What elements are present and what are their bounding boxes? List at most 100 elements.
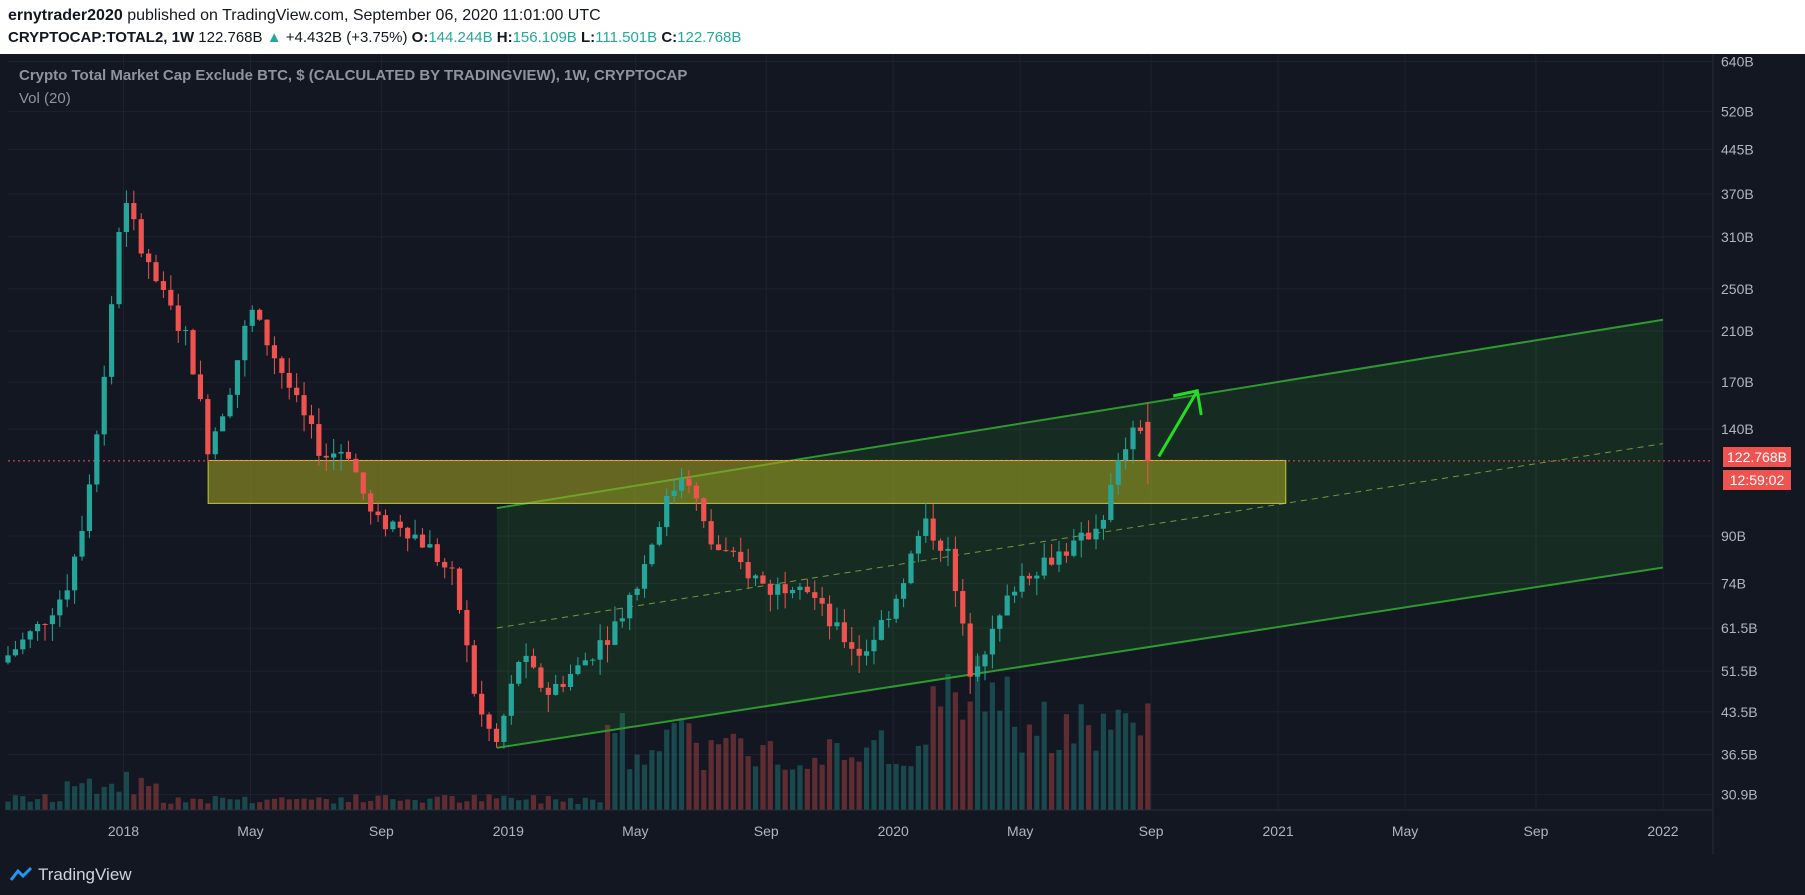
- volume-bar: [1012, 726, 1018, 810]
- volume-bar: [686, 723, 692, 810]
- volume-bar: [908, 766, 914, 810]
- candle-body: [760, 575, 766, 584]
- volume-bar: [804, 768, 810, 810]
- volume-bar: [382, 795, 389, 810]
- close-label: C:: [661, 29, 678, 46]
- time-tick-label: 2018: [108, 823, 139, 839]
- volume-bar: [412, 799, 418, 810]
- volume-bar: [471, 794, 477, 810]
- volume-bar: [516, 800, 522, 810]
- volume-bar: [812, 757, 818, 810]
- volume-bar: [930, 686, 936, 810]
- volume-bar: [271, 798, 278, 810]
- candle-body: [708, 521, 714, 545]
- price-chart[interactable]: 640B 520B 445B 370B 310B 250B 210B 170B 140B 90B 7…: [0, 54, 1805, 854]
- candle-body: [94, 434, 100, 485]
- volume-bar: [627, 769, 633, 810]
- volume-bar: [856, 761, 862, 810]
- volume-bar: [183, 802, 189, 810]
- candle-body: [264, 319, 270, 346]
- volume-bar: [131, 794, 137, 810]
- candle-body: [390, 521, 396, 530]
- candle-body: [368, 493, 374, 512]
- volume-bar: [146, 786, 152, 810]
- volume-bar: [886, 764, 892, 810]
- candle-body: [323, 455, 329, 458]
- candle-body: [730, 550, 736, 552]
- price-axis[interactable]: 640B 520B 445B 370B 310B 250B 210B 170B 140B 90B 7…: [1721, 54, 1758, 803]
- candle-body: [849, 642, 855, 649]
- candles-layer[interactable]: [5, 190, 1151, 749]
- candle-body: [871, 639, 877, 652]
- candle-body: [1093, 528, 1099, 540]
- price-tick-label: 310B: [1721, 229, 1754, 245]
- candle-body: [878, 619, 884, 640]
- volume-bar: [160, 802, 167, 810]
- volume-bar: [316, 797, 322, 810]
- volume-bar: [264, 799, 270, 810]
- last-value: 122.768B: [198, 29, 263, 46]
- volume-bar: [641, 764, 648, 810]
- candle-body: [1056, 551, 1062, 565]
- candle-body: [619, 618, 625, 622]
- volume-bar: [501, 795, 507, 810]
- volume-bar: [678, 718, 685, 810]
- published-text: published on TradingView.com, September …: [127, 7, 601, 24]
- candle-body: [397, 521, 403, 528]
- volume-bar: [242, 796, 248, 810]
- volume-bar: [464, 801, 470, 810]
- legend-volume[interactable]: Vol (20): [19, 90, 71, 107]
- tradingview-brand: TradingView: [38, 865, 132, 884]
- close-value: 122.768B: [677, 29, 742, 46]
- author-name[interactable]: ernytrader2020: [8, 7, 123, 24]
- ohlc-line: CRYPTOCAP:TOTAL2, 1W 122.768B ▲ +4.432B …: [8, 29, 741, 46]
- channel-lower-line: [496, 566, 1664, 749]
- candle-body: [767, 583, 773, 595]
- countdown-tag: 12:59:02: [1723, 470, 1791, 490]
- candle-body: [1137, 427, 1144, 431]
- candle-body: [997, 615, 1003, 629]
- tradingview-logo[interactable]: TradingView: [10, 865, 132, 885]
- price-tick-label: 140B: [1721, 421, 1754, 437]
- volume-bar: [1071, 743, 1077, 810]
- candle-body: [72, 556, 78, 591]
- candle-body: [20, 639, 26, 650]
- candle-body: [567, 673, 574, 687]
- candle-body: [930, 518, 936, 541]
- volume-bar: [893, 764, 899, 810]
- volume-bar: [35, 799, 41, 810]
- candle-body: [900, 583, 907, 599]
- candle-body: [234, 360, 241, 395]
- volume-bar: [619, 713, 625, 810]
- volume-bar: [1137, 735, 1144, 810]
- candle-body: [701, 498, 707, 522]
- volume-bar: [693, 742, 699, 810]
- volume-bar: [64, 781, 70, 810]
- volume-bar: [767, 741, 773, 810]
- chart-area[interactable]: 640B 520B 445B 370B 310B 250B 210B 170B 140B 90B 7…: [0, 54, 1805, 854]
- candle-body: [545, 687, 551, 695]
- legend-title[interactable]: Crypto Total Market Cap Exclude BTC, $ (…: [19, 67, 687, 84]
- candle-body: [49, 615, 55, 625]
- volume-bar: [479, 801, 485, 810]
- candle-body: [856, 648, 862, 656]
- volume-bar: [982, 711, 988, 810]
- volume-bar: [353, 794, 359, 810]
- volume-bar: [708, 740, 714, 810]
- price-tick-label: 445B: [1721, 141, 1754, 157]
- candle-body: [604, 640, 611, 645]
- time-axis[interactable]: 2018 May Sep 2019 May Sep 2020 May Sep 2021 May Sep…: [108, 823, 1679, 839]
- channel-midline: [496, 443, 1664, 629]
- candle-body: [782, 584, 788, 594]
- candle-body: [841, 622, 847, 643]
- price-tick-label: 170B: [1721, 374, 1754, 390]
- volume-bar: [967, 701, 973, 810]
- volume-bar: [1034, 735, 1040, 810]
- candle-body: [331, 453, 337, 458]
- volume-bar: [168, 803, 174, 810]
- candle-body: [412, 534, 418, 539]
- candle-body: [989, 628, 995, 655]
- time-tick-label: May: [237, 823, 263, 839]
- candle-body: [797, 586, 803, 590]
- candle-body: [501, 715, 507, 742]
